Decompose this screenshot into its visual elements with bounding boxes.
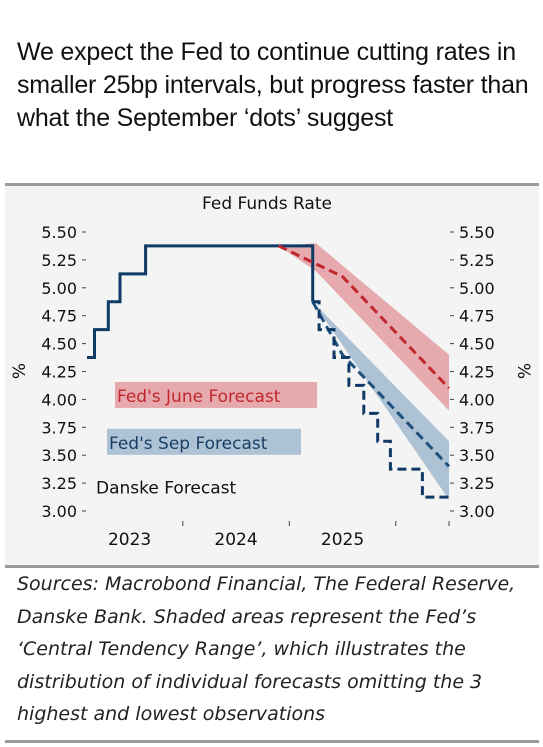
y-tick-label-left: 5.25 — [41, 251, 77, 270]
y-tick-label-right: 3.75 — [459, 418, 495, 437]
forecast-bands — [278, 243, 449, 500]
x-tick-label: 2024 — [214, 530, 257, 550]
y-axis-label-right: % — [513, 363, 533, 379]
y-tick-label-left: 4.75 — [41, 307, 77, 326]
top-divider — [5, 183, 539, 186]
series-label-bg-2 — [107, 428, 301, 455]
series-label-2: Fed's Sep Forecast — [109, 434, 268, 454]
source-note: Sources: Macrobond Financial, The Federa… — [17, 573, 516, 725]
x-tick-label: 2025 — [321, 530, 364, 550]
y-tick-label-right: 5.50 — [459, 223, 495, 242]
series-label-bg-1 — [115, 381, 317, 408]
middle-divider — [5, 565, 539, 568]
series-line-2 — [311, 301, 451, 468]
y-axis-label-left: % — [10, 363, 30, 379]
y-tick-label-right: 3.00 — [459, 502, 495, 521]
y-tick-label-right: 4.25 — [459, 363, 495, 382]
y-tick-label-left: 3.00 — [41, 502, 77, 521]
series-label-1: Fed's June Forecast — [117, 387, 281, 407]
y-tick-label-left: 3.25 — [41, 474, 77, 493]
y-tick-label-left: 3.75 — [41, 418, 77, 437]
y-tick-label-left: 5.50 — [41, 223, 77, 242]
chart-title: Fed Funds Rate — [202, 194, 332, 214]
series-lines — [87, 244, 451, 499]
y-tick-label-right: 4.00 — [459, 390, 495, 409]
series-labels: Fed's June Forecast Fed's Sep Forecast Dan… — [96, 381, 317, 498]
headline: We expect the Fed to continue cutting ra… — [17, 38, 529, 132]
y-tick-label-right: 3.50 — [459, 446, 495, 465]
y-tick-label-left: 4.00 — [41, 390, 77, 409]
y-tick-label-left: 4.50 — [41, 335, 77, 354]
chart-panel — [5, 186, 539, 565]
series-line-3 — [312, 300, 449, 499]
bottom-divider — [5, 740, 539, 743]
y-tick-label-right: 3.25 — [459, 474, 495, 493]
y-tick-label-right: 5.25 — [459, 251, 495, 270]
x-tick-label: 2023 — [108, 530, 151, 550]
series-line-0 — [87, 244, 315, 359]
y-tick-label-right: 4.75 — [459, 307, 495, 326]
y-tick-label-left: 5.00 — [41, 279, 77, 298]
y-tick-label-left: 3.50 — [41, 446, 77, 465]
series-line-1 — [277, 244, 451, 390]
y-tick-label-right: 4.50 — [459, 335, 495, 354]
chart-axes: 5.50 5.50 5.25 5.25 5.00 5.00 4.75 4.75 4.50 4.50… — [41, 223, 494, 550]
band-sep — [312, 301, 449, 500]
series-label-3: Danske Forecast — [96, 478, 237, 498]
y-tick-label-left: 4.25 — [41, 363, 77, 382]
y-tick-label-right: 5.00 — [459, 279, 495, 298]
band-june — [278, 243, 449, 411]
